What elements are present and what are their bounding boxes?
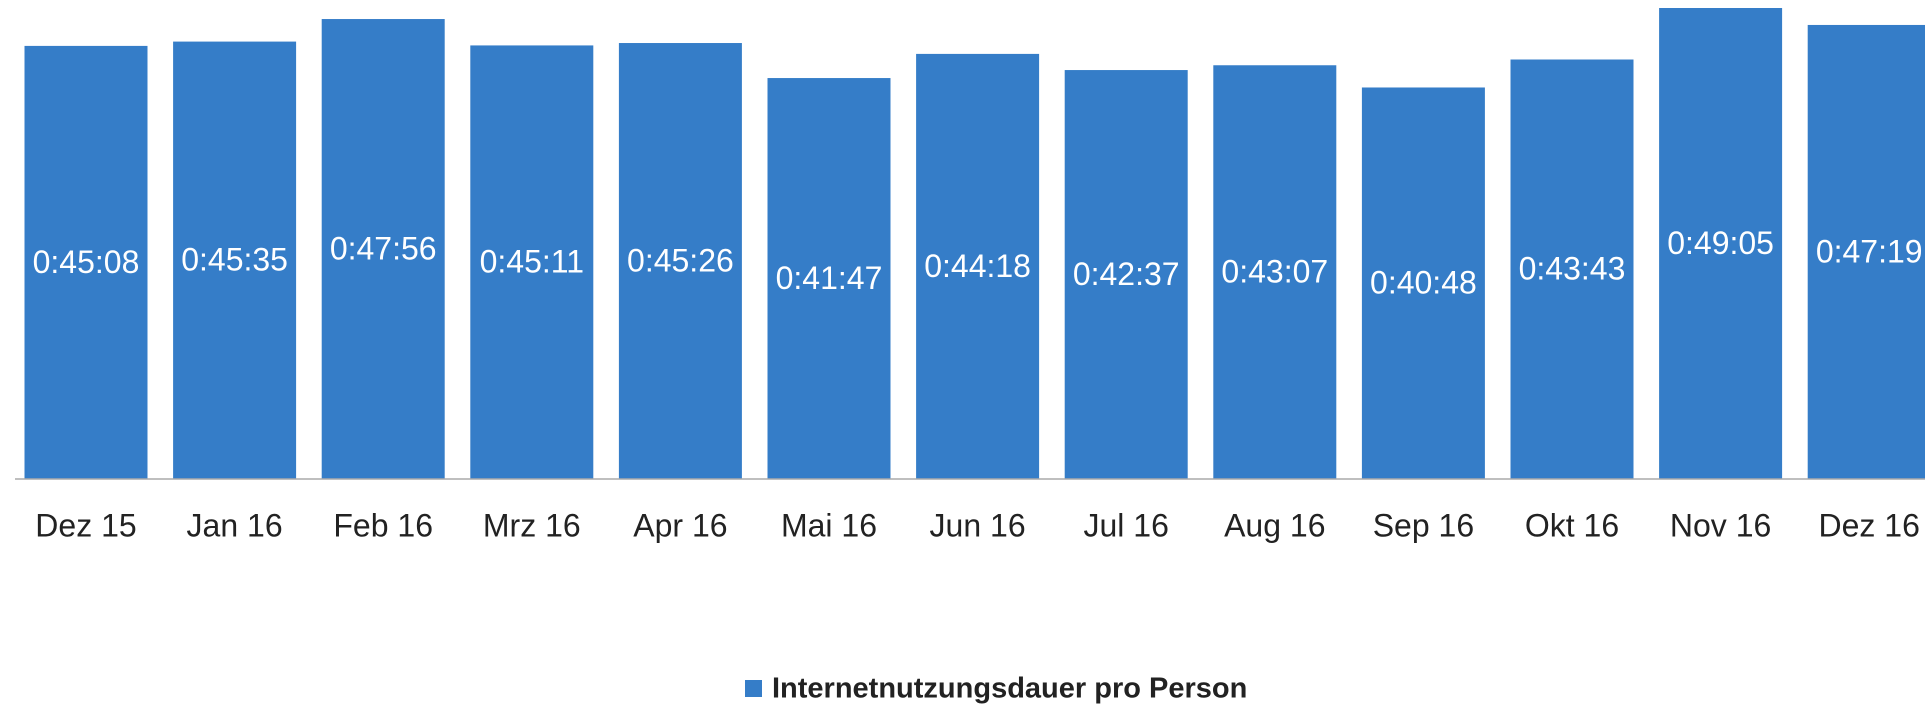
x-tick-label: Jan 16	[187, 507, 283, 543]
data-label: 0:41:47	[776, 260, 883, 296]
data-label: 0:45:11	[480, 244, 584, 280]
bar	[618, 43, 742, 480]
data-label: 0:49:05	[1667, 225, 1774, 261]
data-label: 0:44:18	[924, 248, 1031, 284]
bar	[1807, 24, 1925, 480]
x-tick-label: Mai 16	[781, 507, 877, 543]
x-tick-label: Mrz 16	[483, 507, 581, 543]
data-label: 0:43:43	[1519, 251, 1626, 287]
bar	[173, 41, 297, 479]
bar	[1659, 8, 1783, 479]
bar	[321, 19, 445, 480]
x-tick-label: Feb 16	[333, 507, 433, 543]
x-tick-label: Okt 16	[1525, 507, 1619, 543]
x-tick-label: Jul 16	[1084, 507, 1169, 543]
bar	[767, 78, 891, 479]
x-tick-label: Aug 16	[1224, 507, 1325, 543]
data-label: 0:42:37	[1073, 256, 1180, 292]
data-label: 0:40:48	[1370, 265, 1477, 301]
data-label: 0:43:07	[1221, 254, 1328, 290]
x-tick-label: Dez 15	[35, 507, 136, 543]
bar	[24, 45, 148, 480]
bar	[1213, 65, 1337, 480]
legend-swatch	[745, 680, 762, 697]
data-label: 0:45:08	[33, 244, 140, 280]
x-tick-label: Nov 16	[1670, 507, 1771, 543]
x-tick-label: Sep 16	[1373, 507, 1474, 543]
bar	[1510, 59, 1634, 479]
x-tick-label: Dez 16	[1819, 507, 1920, 543]
data-label: 0:45:26	[627, 242, 734, 278]
legend-label: Internetnutzungsdauer pro Person	[772, 673, 1247, 705]
data-label: 0:45:35	[181, 242, 288, 278]
data-label: 0:47:19	[1816, 233, 1923, 269]
x-tick-label: Apr 16	[633, 507, 727, 543]
x-tick-label: Jun 16	[930, 507, 1026, 543]
data-label: 0:47:56	[330, 230, 437, 266]
bar	[916, 53, 1040, 479]
bar	[1361, 87, 1485, 480]
bar	[1064, 70, 1188, 479]
bar	[470, 45, 594, 480]
